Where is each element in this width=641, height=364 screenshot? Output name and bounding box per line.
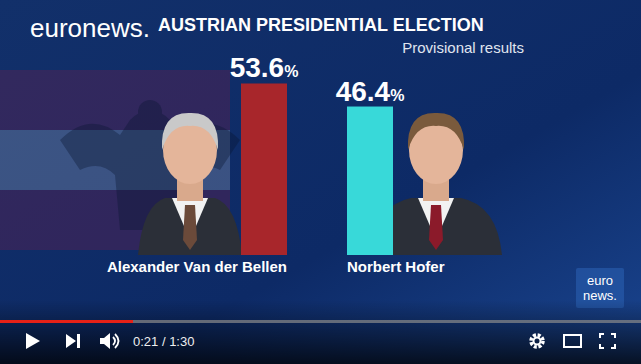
volume-button[interactable] [100, 333, 110, 349]
gear-teeth [531, 335, 543, 347]
video-frame: euronews. AUSTRIAN PRESIDENTIAL ELECTION P… [0, 0, 641, 364]
portrait-hair [408, 113, 464, 150]
portrait-suit [138, 198, 242, 255]
progress-track[interactable] [0, 320, 641, 323]
category-label: Alexander Van der Bellen [107, 258, 287, 275]
title: AUSTRIAN PRESIDENTIAL ELECTION [158, 15, 484, 35]
portrait [138, 113, 242, 255]
bar [347, 107, 393, 255]
bar [241, 83, 287, 255]
logo: euronews. [30, 13, 150, 43]
portrait-tie [429, 205, 443, 250]
portrait-tie [183, 205, 197, 250]
data-label-number: 46.4 [336, 76, 391, 107]
portrait-hair [162, 113, 218, 150]
data-label-number: 53.6 [230, 52, 285, 83]
fullscreen-button[interactable] [600, 334, 615, 348]
volume-waves [113, 334, 119, 348]
play-button[interactable] [26, 333, 40, 349]
background [0, 0, 641, 364]
eagle-head [138, 100, 162, 124]
data-label-unit: % [390, 87, 404, 104]
next-button[interactable] [66, 334, 80, 348]
chart-svg: euronews. AUSTRIAN PRESIDENTIAL ELECTION P… [0, 0, 641, 364]
time-display: 0:21 / 1:30 [133, 334, 194, 349]
theater-button[interactable] [564, 335, 581, 347]
subtitle: Provisional results [402, 39, 524, 56]
data-label: 53.6% [230, 52, 299, 83]
data-label-unit: % [284, 63, 298, 80]
progress-played [0, 320, 133, 323]
bars [241, 83, 393, 255]
corner-logo-text: euro [587, 273, 613, 288]
data-label: 46.4% [336, 76, 405, 107]
controls-shade [0, 300, 641, 364]
gear-ring [534, 338, 541, 345]
settings-button[interactable] [531, 335, 543, 347]
category-label: Norbert Hofer [347, 258, 445, 275]
